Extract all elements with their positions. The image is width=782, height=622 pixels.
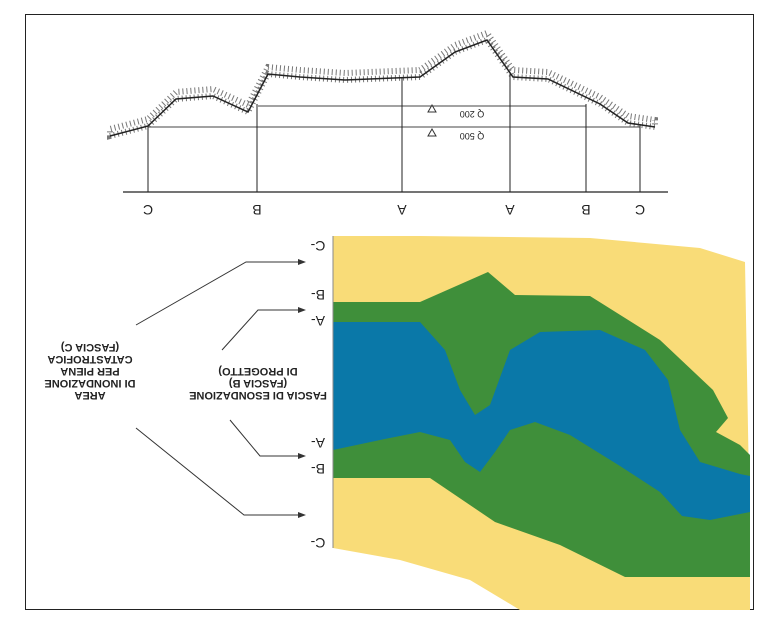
marker-a-bottom: A- <box>311 435 325 451</box>
marker-c-bottom: C- <box>310 535 325 551</box>
label-fascia-c-line-5: (FASCIA C) <box>61 341 120 353</box>
label-fascia-c-line-4: CATASTROFICA <box>47 353 132 365</box>
level-label-q500: Q 500 <box>460 131 485 141</box>
terrain-profile <box>109 39 656 137</box>
label-fascia-c: AREA DI INONDAZIONE PER PIENA CATASTROFI… <box>44 341 135 401</box>
arrow-fascia-c-top <box>135 261 300 326</box>
section-letter-c-left: C <box>143 202 153 218</box>
marker-c-top: C- <box>310 238 325 254</box>
label-fascia-c-line-3: PER PIENA <box>60 365 119 377</box>
label-fascia-c-line-2: DI INONDAZIONE <box>44 377 135 389</box>
fascia-a-zone <box>333 322 750 520</box>
arrow-fascia-c-bottom <box>135 427 300 516</box>
section-letter-c-right: C <box>635 202 645 218</box>
label-fascia-b-line-1: FASCIA DI ESONDAZIONE <box>189 389 327 401</box>
level-marker-q500 <box>427 127 437 137</box>
label-fascia-b: FASCIA DI ESONDAZIONE (FASCIA B) DI PROG… <box>189 365 327 401</box>
arrow-fascia-b-top-head <box>298 307 306 313</box>
section-letter-a-right: A <box>505 202 515 218</box>
marker-b-bottom: B- <box>311 461 325 477</box>
level-label-q200: Q 200 <box>460 109 485 119</box>
arrow-fascia-b-bottom <box>229 419 300 457</box>
terrain-hatch <box>107 29 658 140</box>
arrow-fascia-b-top <box>221 309 300 351</box>
label-fascia-c-line-1: AREA <box>74 389 105 401</box>
cross-section: Q 200 Q 500 C B A A B C <box>107 29 668 218</box>
marker-a-top: A- <box>311 313 325 329</box>
arrow-fascia-b-bottom-head <box>298 453 306 459</box>
label-fascia-b-line-3: DI PROGETTO) <box>218 365 298 377</box>
label-fascia-b-line-2: (FASCIA B) <box>229 377 288 389</box>
level-marker-q200 <box>427 103 437 113</box>
marker-b-top: B- <box>311 287 325 303</box>
section-letter-b-right: B <box>581 202 590 218</box>
arrow-fascia-c-top-head <box>298 259 306 265</box>
arrow-fascia-c-bottom-head <box>298 512 306 518</box>
plan-view: C- B- A- A- B- C- AREA DI INONDAZIONE PE… <box>44 236 750 610</box>
section-letter-b-left: B <box>252 202 261 218</box>
section-letter-a-left: A <box>397 202 407 218</box>
